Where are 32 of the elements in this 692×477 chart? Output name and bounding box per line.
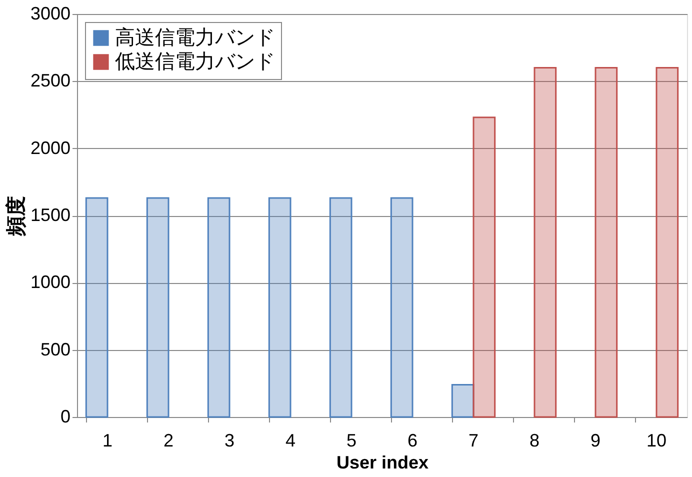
x-tick-label: 7: [468, 430, 479, 450]
bar: [472, 116, 496, 418]
y-tick-label: 1000: [30, 272, 70, 292]
bar: [390, 197, 414, 418]
y-tick-label: 1500: [30, 205, 70, 225]
bar: [207, 197, 230, 418]
y-tick-label: 3000: [30, 4, 70, 24]
legend-label: 高送信電力バンド: [115, 26, 275, 49]
x-tick-label: 5: [346, 430, 357, 450]
x-tick-label: 10: [646, 430, 667, 450]
bar: [85, 197, 108, 418]
bar: [268, 197, 292, 418]
bar: [329, 197, 352, 418]
y-axis-title: 頻度: [4, 196, 28, 237]
x-tick-label: 3: [224, 430, 235, 450]
bar: [594, 66, 618, 418]
x-tick-label: 4: [285, 430, 296, 450]
bar: [534, 66, 557, 418]
y-tick-label: 2000: [30, 138, 70, 158]
x-axis-title: User index: [336, 452, 429, 472]
bar: [451, 384, 474, 418]
x-tick-label: 2: [163, 430, 174, 450]
y-tick-label: 0: [60, 406, 70, 426]
x-tick-label: 9: [590, 430, 601, 450]
x-tick-label: 1: [102, 430, 113, 450]
y-tick-label: 2500: [30, 70, 70, 91]
bar: [146, 197, 170, 418]
legend-label: 低送信電力バンド: [115, 51, 275, 73]
x-tick-label: 8: [529, 430, 540, 450]
y-tick-label: 500: [40, 339, 70, 360]
bar: [656, 66, 679, 418]
x-tick-label: 6: [407, 430, 418, 450]
